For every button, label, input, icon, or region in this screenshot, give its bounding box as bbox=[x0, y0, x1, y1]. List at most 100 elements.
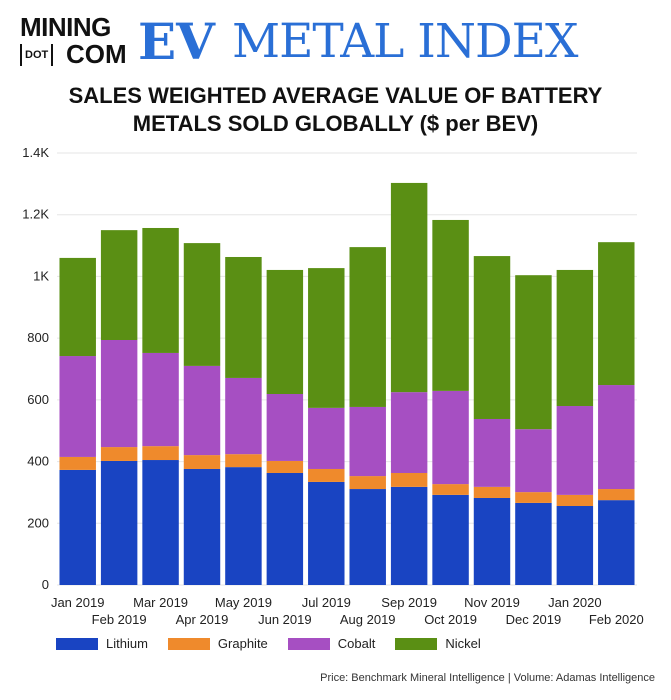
bar-segment-graphite bbox=[598, 489, 635, 501]
bar-segment-cobalt bbox=[225, 377, 262, 455]
bar-segment-cobalt bbox=[598, 385, 635, 490]
x-tick-label: Sep 2019 bbox=[381, 595, 437, 610]
y-tick-label: 1.2K bbox=[22, 207, 49, 222]
bar-segment-nickel bbox=[266, 269, 304, 394]
y-tick-label: 400 bbox=[27, 454, 49, 469]
x-tick-label: Nov 2019 bbox=[464, 595, 520, 610]
logo-dot: DOT bbox=[20, 44, 54, 66]
bar-segment-lithium bbox=[473, 497, 511, 585]
legend-item-nickel: Nickel bbox=[395, 636, 481, 651]
legend-swatch bbox=[167, 637, 210, 650]
bar-segment-lithium bbox=[349, 489, 386, 585]
bar-segment-nickel bbox=[515, 275, 552, 430]
bar-segment-cobalt bbox=[266, 393, 304, 461]
bar-segment-graphite bbox=[100, 447, 138, 461]
bar-segment-nickel bbox=[183, 243, 221, 366]
x-tick-label: Feb 2019 bbox=[92, 612, 147, 627]
bar-segment-nickel bbox=[598, 242, 635, 386]
y-tick-label: 600 bbox=[27, 392, 49, 407]
bar-segment-cobalt bbox=[59, 356, 96, 457]
bar-segment-graphite bbox=[308, 468, 345, 482]
bar-segment-nickel bbox=[390, 182, 428, 393]
bar-segment-lithium bbox=[142, 460, 179, 585]
chart-title: SALES WEIGHTED AVERAGE VALUE OF BATTERY … bbox=[0, 82, 671, 138]
bar-segment-cobalt bbox=[432, 390, 469, 485]
mining-com-ev-metal-index-logo: MINING DOT COM EV METAL INDEX bbox=[20, 14, 660, 74]
title-line-2: METALS SOLD GLOBALLY ($ per BEV) bbox=[132, 111, 539, 136]
logo-mining: MINING bbox=[20, 12, 111, 42]
bar-segment-cobalt bbox=[349, 406, 386, 477]
bar-segment-nickel bbox=[473, 256, 511, 419]
bar-segment-graphite bbox=[515, 492, 552, 503]
bar-segment-lithium bbox=[308, 481, 345, 585]
legend-item-cobalt: Cobalt bbox=[287, 636, 376, 651]
y-tick-label: 0 bbox=[42, 577, 49, 592]
bar-segment-lithium bbox=[266, 472, 304, 585]
bar-segment-graphite bbox=[59, 456, 96, 470]
bar-segment-graphite bbox=[183, 455, 221, 469]
legend-label: Lithium bbox=[106, 636, 148, 651]
bar-segment-cobalt bbox=[473, 418, 511, 487]
y-tick-label: 200 bbox=[27, 515, 49, 530]
bar-segment-lithium bbox=[100, 460, 138, 585]
legend-label: Graphite bbox=[217, 636, 268, 651]
x-tick-label: Mar 2019 bbox=[133, 595, 188, 610]
bar-segment-nickel bbox=[142, 227, 179, 353]
logo-metal-index: METAL INDEX bbox=[232, 14, 578, 69]
bar-segment-graphite bbox=[390, 472, 428, 487]
logo-com: COM bbox=[66, 39, 127, 69]
bar-segment-graphite bbox=[473, 486, 511, 498]
x-tick-label: Jun 2019 bbox=[258, 612, 312, 627]
x-tick-label: Jul 2019 bbox=[302, 595, 351, 610]
source-note: Price: Benchmark Mineral Intelligence | … bbox=[320, 672, 655, 684]
title-line-1: SALES WEIGHTED AVERAGE VALUE OF BATTERY bbox=[68, 83, 603, 108]
bar-segment-cobalt bbox=[100, 339, 138, 448]
bar-segment-nickel bbox=[432, 219, 469, 391]
bar-segment-graphite bbox=[266, 460, 304, 473]
bar-segment-cobalt bbox=[556, 406, 594, 495]
bar-segment-nickel bbox=[225, 256, 262, 378]
bar-segment-lithium bbox=[390, 486, 428, 585]
bar-segment-lithium bbox=[183, 468, 221, 585]
x-tick-label: Aug 2019 bbox=[340, 612, 396, 627]
bar-segment-cobalt bbox=[515, 429, 552, 493]
bar-segment-cobalt bbox=[308, 407, 345, 469]
bar-segment-nickel bbox=[349, 247, 386, 407]
x-tick-label: May 2019 bbox=[215, 595, 272, 610]
legend-label: Nickel bbox=[445, 636, 481, 651]
x-tick-label: Dec 2019 bbox=[506, 612, 562, 627]
bar-segment-nickel bbox=[556, 269, 594, 407]
bar-segment-lithium bbox=[432, 494, 469, 585]
bar-segment-lithium bbox=[515, 502, 552, 585]
bar-segment-nickel bbox=[308, 268, 345, 408]
bar-segment-nickel bbox=[100, 230, 138, 340]
bar-segment-lithium bbox=[59, 469, 96, 585]
y-tick-label: 1K bbox=[33, 268, 49, 283]
legend-label: Cobalt bbox=[337, 636, 376, 651]
bar-segment-graphite bbox=[349, 476, 386, 490]
legend-item-lithium: Lithium bbox=[56, 636, 148, 651]
legend-swatch bbox=[287, 637, 330, 650]
x-tick-label: Apr 2019 bbox=[176, 612, 229, 627]
bar-segment-lithium bbox=[598, 500, 635, 585]
legend-item-graphite: Graphite bbox=[167, 636, 268, 651]
bar-segment-graphite bbox=[142, 446, 179, 461]
x-tick-label: Jan 2019 bbox=[51, 595, 105, 610]
bar-segment-lithium bbox=[225, 467, 262, 585]
x-tick-label: Feb 2020 bbox=[589, 612, 644, 627]
bar-segment-cobalt bbox=[142, 352, 179, 447]
bar-segment-lithium bbox=[556, 506, 594, 585]
logo-ev: EV bbox=[138, 12, 215, 71]
y-tick-label: 1.4K bbox=[22, 145, 49, 160]
x-tick-label: Oct 2019 bbox=[424, 612, 477, 627]
x-tick-label: Jan 2020 bbox=[548, 595, 602, 610]
bar-segment-graphite bbox=[432, 484, 469, 495]
legend-swatch bbox=[395, 637, 438, 650]
bar-segment-cobalt bbox=[183, 365, 221, 456]
y-tick-label: 800 bbox=[27, 330, 49, 345]
legend-swatch bbox=[56, 637, 98, 650]
legend: Lithium Graphite Cobalt Nickel bbox=[56, 636, 501, 651]
bar-segment-graphite bbox=[225, 454, 262, 468]
stacked-bar-chart: 0 200 400 600 800 1K 1.2K 1.4K Jan 2019 Feb 2019 M… bbox=[22, 145, 644, 627]
bar-segment-graphite bbox=[556, 494, 594, 507]
